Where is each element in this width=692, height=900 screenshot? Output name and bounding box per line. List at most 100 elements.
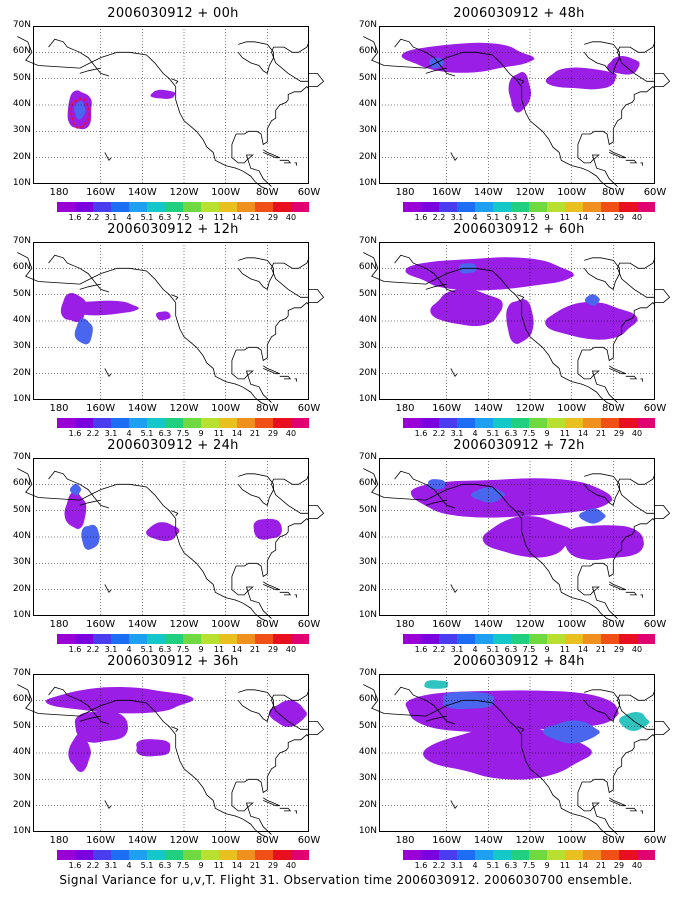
- map-panel-36h: 2006030912 + 36h 70N 60N 50N 40N 30N 20N 10N 180…: [0, 648, 346, 870]
- panel-title: 2006030912 + 00h: [107, 6, 239, 21]
- lon-tick-label: 180: [49, 835, 69, 846]
- colorbar-swatch: [493, 202, 511, 212]
- variance-contour-purple: [253, 518, 282, 540]
- lon-tick-label: 140W: [127, 619, 157, 630]
- lon-tick-label: 80W: [256, 403, 279, 414]
- colorbar-swatch: [619, 634, 637, 644]
- colorbar-label: 7.5: [522, 861, 536, 870]
- coastline: [17, 468, 325, 622]
- colorbar-swatch: [183, 202, 201, 212]
- lon-tick-label: 100W: [557, 187, 587, 198]
- colorbar-swatch: [183, 634, 201, 644]
- colorbar-label: 2.2: [86, 861, 100, 870]
- lon-tick-label: 100W: [211, 187, 241, 198]
- lat-tick-label: 30N: [358, 557, 377, 568]
- panel-title: 2006030912 + 72h: [453, 438, 585, 453]
- panel-title: 2006030912 + 48h: [453, 6, 585, 21]
- lat-tick-label: 20N: [12, 151, 31, 162]
- lon-tick-label: 160W: [86, 619, 116, 630]
- colorbar-swatch: [201, 418, 219, 428]
- colorbar-label: 2.2: [432, 645, 446, 654]
- lat-tick-label: 30N: [358, 341, 377, 352]
- coastline: [363, 252, 671, 406]
- colorbar-swatch: [565, 850, 583, 860]
- colorbar-label: 3.1: [104, 429, 118, 438]
- colorbar-swatch: [529, 850, 547, 860]
- lat-tick-label: 40N: [12, 531, 31, 541]
- colorbar-label: 40: [285, 213, 297, 222]
- colorbar-label: 1.6: [414, 213, 428, 222]
- colorbar-swatch: [201, 634, 219, 644]
- colorbar-label: 2.2: [432, 429, 446, 438]
- lat-tick-label: 40N: [12, 747, 31, 757]
- variance-contour-blue: [74, 100, 86, 120]
- colorbar-label: 40: [631, 645, 643, 654]
- colorbar-label: 11: [213, 213, 225, 222]
- colorbar-swatch: [583, 418, 601, 428]
- lat-tick-label: 60N: [358, 478, 377, 489]
- colorbar-swatch: [75, 850, 93, 860]
- lat-tick-label: 10N: [358, 610, 377, 620]
- lon-tick-label: 120W: [169, 835, 199, 846]
- colorbar-label: 9: [198, 861, 204, 870]
- lon-tick-label: 160W: [86, 403, 116, 414]
- colorbar-label: 2.2: [86, 429, 100, 438]
- variance-contour-blue: [579, 508, 607, 524]
- variance-contour-purple: [269, 700, 308, 727]
- map-frame: [379, 26, 655, 184]
- colorbar-label: 5.1: [140, 861, 154, 870]
- map-frame: [33, 242, 309, 400]
- colorbar-swatch: [57, 634, 75, 644]
- colorbar-label: 6.3: [504, 645, 518, 654]
- lat-tick-label: 60N: [12, 694, 31, 705]
- colorbar-swatch: [183, 418, 201, 428]
- colorbar-swatch: [421, 634, 439, 644]
- variance-contour-purple: [401, 42, 538, 73]
- lat-tick-label: 70N: [12, 236, 31, 246]
- lat-tick-label: 40N: [12, 315, 31, 325]
- colorbar-swatch: [421, 850, 439, 860]
- colorbar-label: 14: [577, 861, 589, 870]
- colorbar-label: 3.1: [104, 645, 118, 654]
- colorbar-label: 6.3: [158, 429, 172, 438]
- variance-contour-cyan: [424, 680, 449, 689]
- colorbar-label: 2.2: [432, 861, 446, 870]
- lat-tick-label: 30N: [358, 125, 377, 136]
- lon-tick-label: 160W: [86, 187, 116, 198]
- colorbar-swatch: [457, 418, 475, 428]
- lat-tick-label: 10N: [358, 826, 377, 836]
- lon-tick-label: 180: [49, 187, 69, 198]
- lon-tick-label: 140W: [473, 403, 503, 414]
- colorbar-label: 29: [613, 429, 625, 438]
- lon-tick-label: 160W: [432, 403, 462, 414]
- colorbar-swatch: [493, 634, 511, 644]
- colorbar-label: 29: [267, 645, 279, 654]
- colorbar-label: 40: [285, 861, 297, 870]
- colorbar-swatch: [601, 202, 619, 212]
- colorbar-label: 21: [595, 429, 607, 438]
- panel-title: 2006030912 + 84h: [453, 654, 585, 669]
- map-plot: [363, 674, 671, 838]
- lat-lon-grid: [33, 458, 309, 616]
- colorbar-label: 6.3: [504, 861, 518, 870]
- lon-tick-label: 120W: [169, 403, 199, 414]
- colorbar-label: 3.1: [450, 213, 464, 222]
- colorbar-swatch: [255, 850, 273, 860]
- variance-field: [45, 686, 308, 773]
- colorbar-label: 4: [472, 861, 478, 870]
- colorbar-swatch: [237, 202, 255, 212]
- lat-tick-label: 10N: [12, 178, 31, 188]
- colorbar-swatch: [529, 418, 547, 428]
- colorbar-swatch: [619, 418, 637, 428]
- variance-contour-purple: [430, 288, 503, 327]
- colorbar-swatch: [57, 202, 75, 212]
- colorbar-swatch: [165, 202, 183, 212]
- colorbar-swatch: [637, 202, 655, 212]
- lon-tick-label: 120W: [169, 187, 199, 198]
- colorbar-swatch: [93, 850, 111, 860]
- map-frame: [379, 242, 655, 400]
- colorbar-label: 21: [249, 645, 261, 654]
- map-frame: [33, 674, 309, 832]
- colorbar-swatch: [147, 850, 165, 860]
- lon-tick-label: 140W: [473, 619, 503, 630]
